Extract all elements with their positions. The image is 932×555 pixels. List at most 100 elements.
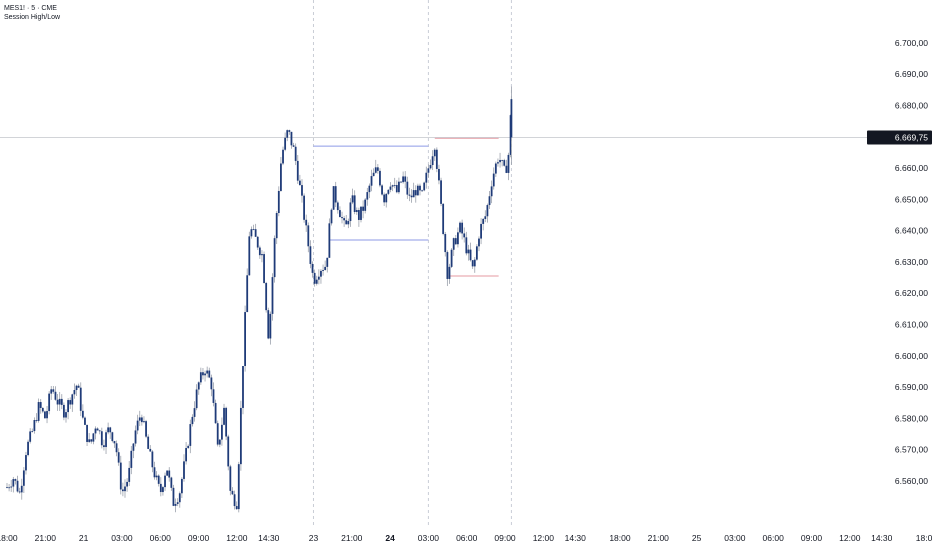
candle-body: [191, 416, 194, 425]
candle-body: [180, 478, 183, 494]
time-tick-label: 12:00: [226, 533, 248, 543]
candle-body: [463, 233, 466, 238]
candle-body: [355, 210, 358, 212]
time-tick-label: 18:00: [609, 533, 631, 543]
time-tick-label: 21:00: [341, 533, 363, 543]
candle-body: [398, 181, 400, 193]
candle-body: [267, 310, 270, 339]
candle-body: [336, 202, 339, 211]
time-tick-label: 14:30: [258, 533, 280, 543]
candle-body: [313, 272, 316, 284]
candle-body: [174, 504, 177, 506]
candle-body: [248, 236, 251, 276]
candle-body: [317, 276, 320, 280]
candle-body: [298, 180, 301, 186]
candle-body: [311, 263, 314, 273]
price-tick-label: 6.560,00: [895, 476, 928, 486]
price-tick-label: 6.590,00: [895, 382, 928, 392]
candle-body: [431, 156, 434, 166]
time-tick-label: 14:30: [871, 533, 893, 543]
candle-body: [218, 439, 221, 445]
candle-body: [303, 195, 305, 220]
candle-body: [461, 222, 464, 234]
time-tick-label: 06:00: [763, 533, 785, 543]
candle-body: [254, 229, 257, 237]
candle-body: [33, 420, 36, 432]
candle-body: [467, 249, 470, 254]
price-tick-label: 6.650,00: [895, 194, 928, 204]
candle-body: [459, 222, 461, 233]
candle-body: [185, 448, 187, 462]
price-tick-label: 6.640,00: [895, 226, 928, 236]
candle-body: [385, 193, 388, 203]
candle-body: [187, 445, 190, 449]
candle-body: [284, 137, 287, 150]
candle-body: [345, 220, 348, 225]
candle-body: [440, 180, 442, 204]
time-tick-label: 21:00: [648, 533, 670, 543]
candle-body: [107, 427, 110, 433]
candle-body: [444, 233, 447, 253]
candle-body: [81, 410, 84, 418]
time-tick-label: 12:00: [839, 533, 861, 543]
candle-body: [214, 402, 217, 424]
candle-body: [421, 190, 423, 192]
candle-body: [366, 192, 369, 200]
time-axis[interactable]: 18:00 21:00 21 03:00 06:00 09:00 12:00 14:30 23 2…: [0, 533, 932, 543]
candle-body: [391, 185, 394, 187]
candle-body: [364, 199, 367, 211]
candle-body: [202, 372, 204, 376]
candle-body: [324, 266, 327, 270]
candle-body: [484, 216, 487, 219]
candle-body: [412, 190, 415, 198]
price-axis[interactable]: 6.700,006.690,006.680,006.670,006.660,00…: [895, 38, 928, 486]
time-tick-label: 09:00: [801, 533, 823, 543]
candle-body: [457, 232, 459, 245]
price-tick-label: 6.620,00: [895, 288, 928, 298]
symbol-label[interactable]: MES1! · 5 · CME: [4, 5, 57, 12]
candle-body: [277, 190, 280, 214]
candle-body: [438, 168, 440, 181]
candle-body: [60, 398, 63, 405]
candle-body: [235, 506, 238, 510]
price-tick-label: 6.610,00: [895, 319, 928, 329]
session-high-low-boxes: [313, 137, 499, 277]
candle-body: [494, 163, 497, 174]
candle-body: [252, 229, 255, 230]
candle-body: [16, 480, 19, 492]
candle-body: [328, 223, 331, 258]
time-tick-label: 23: [309, 533, 319, 543]
candle-body: [98, 430, 101, 432]
candle-body: [121, 489, 124, 492]
candle-body: [69, 400, 72, 405]
candle-body: [305, 219, 308, 226]
candle-body: [353, 195, 356, 212]
candle-body: [46, 411, 48, 419]
candle-body: [212, 389, 215, 403]
candle-body: [111, 432, 114, 442]
candle-body: [84, 417, 86, 425]
candle-body: [250, 229, 253, 237]
candle-body: [454, 238, 457, 245]
candle-body: [206, 370, 209, 374]
candle-body: [286, 130, 289, 138]
candle-body: [280, 163, 282, 191]
candle-body: [273, 238, 276, 278]
candle-body: [134, 430, 137, 444]
candle-body: [41, 407, 44, 412]
candle-body: [492, 173, 495, 187]
time-tick-label: 12:00: [533, 533, 555, 543]
candle-body: [423, 182, 426, 191]
time-tick-label: 03:00: [724, 533, 746, 543]
candle-body: [475, 246, 478, 260]
candle-body: [147, 436, 150, 449]
candle-body: [288, 130, 291, 132]
candle-body: [383, 194, 386, 203]
price-tick-label: 6.690,00: [895, 69, 928, 79]
candle-body: [77, 385, 80, 388]
candle-body: [29, 431, 32, 442]
indicator-label[interactable]: Session High/Low: [4, 14, 61, 21]
candle-body: [376, 167, 379, 171]
